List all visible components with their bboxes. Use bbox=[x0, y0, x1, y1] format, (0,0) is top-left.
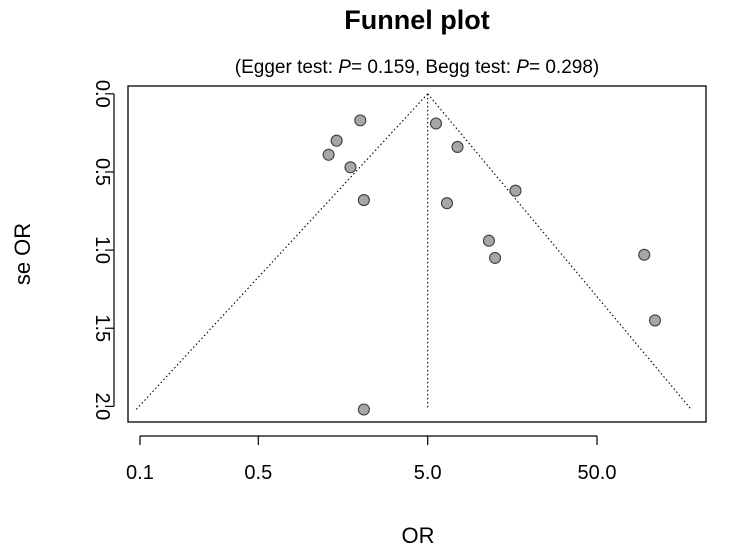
study-point bbox=[330, 134, 343, 147]
x-axis: 0.1 0.5 5.0 50.0 bbox=[126, 435, 617, 484]
plot-area-frame bbox=[127, 85, 707, 423]
funnel-lines bbox=[135, 93, 692, 410]
y-tick-label: 1.5 bbox=[91, 314, 113, 342]
y-tick-label: 0.0 bbox=[91, 80, 113, 108]
study-point bbox=[440, 197, 454, 210]
study-point bbox=[322, 148, 335, 161]
study-point bbox=[482, 234, 495, 247]
funnel-left-boundary bbox=[135, 93, 429, 410]
study-point bbox=[354, 114, 367, 127]
study-point bbox=[451, 140, 464, 153]
x-tick-label: 0.1 bbox=[126, 462, 154, 484]
y-tick-label: 2.0 bbox=[91, 392, 113, 420]
study-point bbox=[648, 314, 662, 327]
study-point bbox=[429, 117, 443, 130]
study-point bbox=[509, 184, 522, 197]
study-points bbox=[322, 114, 662, 416]
y-tick-label: 0.5 bbox=[91, 158, 113, 186]
chart-subtitle: (Egger test: P= 0.159, Begg test: P= 0.2… bbox=[235, 57, 599, 78]
x-axis-title: OR bbox=[402, 523, 435, 548]
study-point bbox=[489, 251, 502, 264]
chart-title: Funnel plot bbox=[344, 5, 489, 35]
study-point bbox=[638, 248, 651, 261]
x-tick-label: 50.0 bbox=[578, 462, 617, 484]
study-point bbox=[344, 161, 357, 174]
x-tick-label: 5.0 bbox=[414, 462, 442, 484]
funnel-right-boundary bbox=[427, 93, 692, 410]
y-axis: 0.0 0.5 1.0 1.5 2.0 bbox=[91, 80, 115, 420]
y-tick-label: 1.0 bbox=[91, 236, 113, 264]
study-point bbox=[357, 194, 370, 207]
y-axis-title: se OR bbox=[10, 223, 35, 285]
study-point bbox=[357, 403, 370, 416]
x-tick-label: 0.5 bbox=[244, 462, 272, 484]
